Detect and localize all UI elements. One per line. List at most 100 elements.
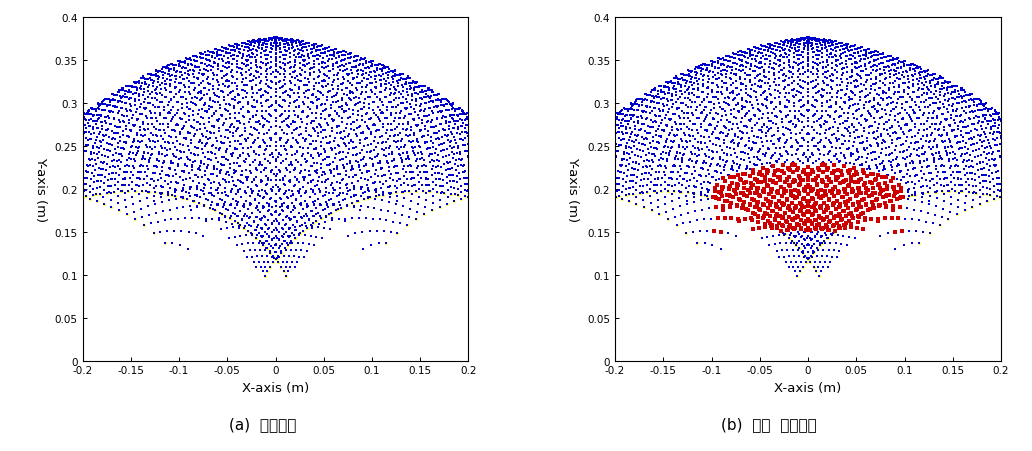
Point bbox=[576, 151, 592, 158]
Point bbox=[772, 41, 788, 48]
Point bbox=[404, 97, 420, 105]
Point bbox=[718, 198, 735, 206]
Point bbox=[1031, 209, 1032, 216]
Point bbox=[64, 121, 80, 129]
Point bbox=[525, 204, 542, 212]
Point bbox=[877, 107, 894, 114]
Point bbox=[752, 55, 769, 62]
Point bbox=[772, 53, 788, 60]
Point bbox=[221, 59, 237, 66]
Point bbox=[524, 225, 541, 232]
Point bbox=[827, 67, 843, 74]
Point bbox=[420, 175, 437, 183]
Point bbox=[531, 194, 548, 201]
Point bbox=[847, 46, 864, 53]
Point bbox=[865, 149, 881, 156]
Point bbox=[830, 189, 846, 196]
Point bbox=[458, 148, 475, 155]
Point bbox=[459, 130, 476, 137]
Point bbox=[750, 170, 767, 178]
Point bbox=[977, 101, 994, 108]
Point bbox=[158, 94, 174, 101]
Point bbox=[901, 128, 917, 135]
Point bbox=[224, 186, 240, 193]
Point bbox=[780, 57, 797, 64]
Point bbox=[246, 51, 262, 58]
Point bbox=[704, 242, 720, 249]
Point bbox=[350, 71, 366, 78]
Point bbox=[1010, 141, 1027, 148]
Point bbox=[227, 218, 244, 226]
Point bbox=[618, 179, 635, 187]
Point bbox=[815, 238, 832, 245]
Point bbox=[360, 188, 377, 195]
Point bbox=[675, 144, 691, 152]
Point bbox=[139, 76, 156, 83]
Point bbox=[301, 132, 318, 139]
Point bbox=[845, 51, 862, 58]
Point bbox=[548, 214, 565, 221]
Point bbox=[798, 259, 814, 267]
Point bbox=[847, 157, 864, 164]
Point bbox=[329, 179, 346, 186]
Point bbox=[634, 134, 650, 142]
Point bbox=[961, 156, 977, 164]
Point bbox=[792, 199, 808, 207]
Point bbox=[255, 205, 271, 212]
Point bbox=[656, 186, 673, 193]
Point bbox=[185, 68, 201, 75]
Point bbox=[55, 148, 71, 155]
Point bbox=[760, 128, 776, 135]
Point bbox=[658, 122, 675, 129]
Point bbox=[748, 154, 765, 161]
Point bbox=[290, 40, 307, 47]
Point bbox=[336, 139, 353, 147]
Point bbox=[227, 128, 244, 135]
Point bbox=[230, 92, 247, 99]
Point bbox=[694, 173, 710, 180]
Point bbox=[293, 247, 310, 254]
Point bbox=[567, 273, 583, 280]
Point bbox=[402, 169, 419, 176]
Point bbox=[859, 54, 875, 61]
Point bbox=[124, 115, 140, 122]
Point bbox=[38, 144, 55, 152]
Point bbox=[880, 63, 897, 70]
Point bbox=[204, 113, 221, 120]
Point bbox=[768, 225, 784, 232]
Point bbox=[183, 57, 199, 64]
Point bbox=[244, 253, 260, 261]
Point bbox=[334, 87, 351, 95]
Point bbox=[338, 92, 355, 100]
Point bbox=[389, 178, 406, 185]
Point bbox=[261, 111, 278, 119]
Point bbox=[295, 62, 312, 69]
Point bbox=[64, 124, 80, 131]
Point bbox=[327, 55, 344, 62]
Point bbox=[267, 74, 284, 82]
Point bbox=[285, 222, 301, 229]
Point bbox=[368, 112, 385, 120]
Point bbox=[611, 193, 627, 201]
Point bbox=[281, 124, 297, 132]
Point bbox=[690, 115, 707, 123]
Point bbox=[771, 175, 787, 183]
Point bbox=[358, 83, 375, 90]
Point bbox=[230, 42, 247, 49]
Point bbox=[625, 159, 642, 166]
Point bbox=[584, 177, 601, 184]
Point bbox=[903, 62, 920, 69]
Point bbox=[33, 163, 50, 170]
Point bbox=[421, 99, 438, 106]
Point bbox=[838, 43, 854, 51]
Point bbox=[262, 36, 279, 43]
Point bbox=[885, 130, 902, 138]
Point bbox=[180, 130, 196, 137]
Point bbox=[374, 62, 390, 69]
Point bbox=[138, 142, 155, 149]
Point bbox=[688, 64, 705, 72]
Point bbox=[209, 66, 226, 74]
Point bbox=[73, 159, 90, 166]
Point bbox=[271, 203, 288, 211]
Point bbox=[413, 149, 429, 156]
